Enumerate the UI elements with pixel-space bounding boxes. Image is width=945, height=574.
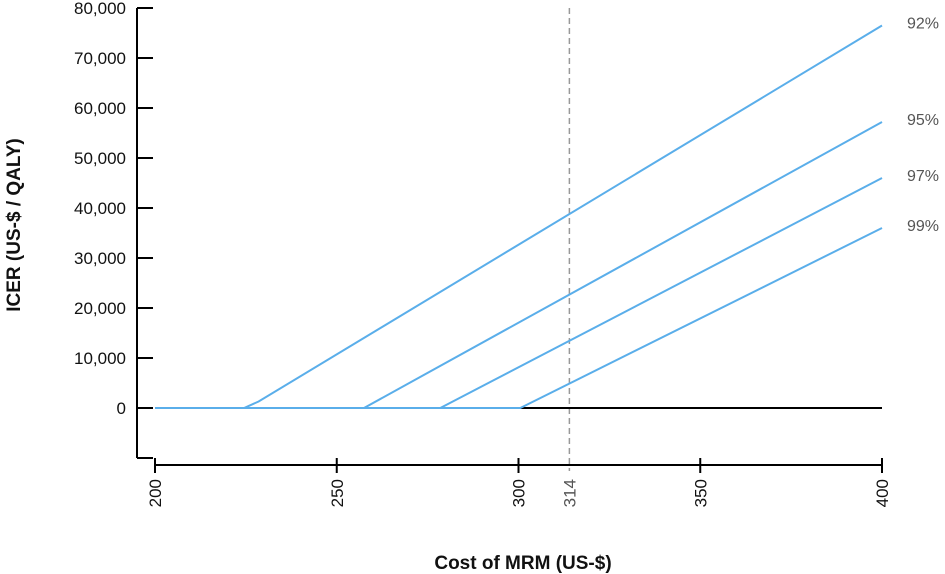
reference-line-label: 314	[560, 479, 579, 507]
series-line-97pct	[155, 177, 883, 409]
series-label-95pct: 95%	[907, 112, 939, 129]
y-tick-label-4: 30,000	[74, 249, 126, 268]
labels: 0 10,000 20,000 30,000 40,000 50,000 60,000 70,…	[74, 0, 939, 507]
series-line-99pct	[155, 227, 883, 409]
x-tick-label-3: 350	[691, 479, 710, 507]
series-line-92pct	[155, 24, 883, 409]
x-tick-label-0: 200	[146, 479, 165, 507]
y-tick-label-1: 0	[117, 399, 126, 418]
y-tick-label-9: 80,000	[74, 0, 126, 18]
x-axis-title: Cost of MRM (US-$)	[434, 553, 611, 574]
y-tick-label-3: 20,000	[74, 299, 126, 318]
y-tick-label-7: 60,000	[74, 99, 126, 118]
series-label-92pct: 92%	[907, 16, 939, 33]
series-line-95pct	[155, 121, 883, 409]
series-lines	[155, 24, 883, 409]
y-tick-label-8: 70,000	[74, 49, 126, 68]
y-tick-label-6: 50,000	[74, 149, 126, 168]
x-tick-label-1: 250	[328, 479, 347, 507]
x-tick-label-2: 300	[510, 479, 529, 507]
x-tick-label-4: 400	[873, 479, 892, 507]
y-tick-label-2: 10,000	[74, 349, 126, 368]
y-tick-label-5: 40,000	[74, 199, 126, 218]
series-label-99pct: 99%	[907, 218, 939, 235]
series-label-97pct: 97%	[907, 168, 939, 185]
y-axis-title: ICER (US-$ / QALY)	[4, 138, 25, 312]
axes	[136, 7, 883, 473]
